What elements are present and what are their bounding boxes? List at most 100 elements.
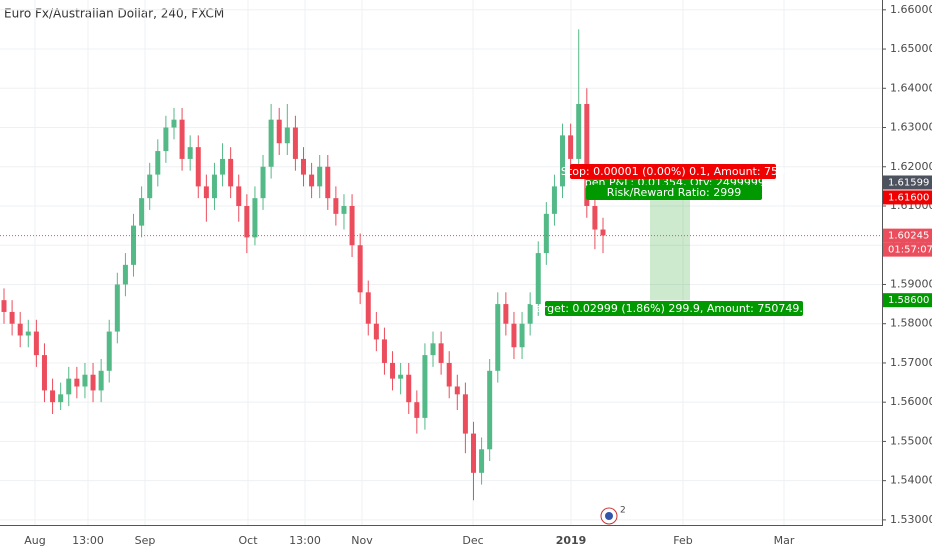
candle-body <box>106 331 112 371</box>
price-badge-bg <box>883 175 932 190</box>
candle-body <box>438 343 444 363</box>
candle-body <box>349 205 355 246</box>
candle-body <box>58 394 64 403</box>
x-tick-label: Feb <box>673 534 692 547</box>
candle-body <box>519 323 525 348</box>
candle-body <box>122 264 128 285</box>
candle-body <box>252 198 258 238</box>
candle-body <box>163 127 169 152</box>
price-badge-bg <box>883 293 932 308</box>
x-tick-label: Nov <box>351 534 373 547</box>
candle-body <box>600 229 606 236</box>
countdown-badge: 01:57:07 <box>888 245 932 256</box>
candle-body <box>446 362 452 387</box>
candle-body <box>317 166 323 187</box>
candle-body <box>195 147 201 187</box>
y-tick-label: 1.62000 <box>890 160 932 173</box>
candle-body <box>511 323 517 348</box>
candle-body <box>341 205 347 214</box>
candle-body <box>365 292 371 324</box>
candle-body <box>98 370 104 391</box>
candle-body <box>543 213 549 254</box>
candle-body <box>535 253 541 305</box>
candle-body <box>479 449 485 473</box>
last-price-badge-bg <box>883 228 932 243</box>
x-tick-label: 2019 <box>556 534 587 547</box>
x-tick-label: 13:00 <box>289 534 321 547</box>
candle-body <box>325 166 331 199</box>
candle-body <box>147 174 153 199</box>
candle-body <box>292 127 298 159</box>
y-tick-label: 1.56000 <box>890 395 932 408</box>
y-tick-label: 1.57000 <box>890 356 932 369</box>
countdown-badge-bg <box>883 242 932 257</box>
candle-body <box>171 119 177 128</box>
candle-body <box>422 355 428 418</box>
x-tick-label: Oct <box>238 534 258 547</box>
candle-body <box>462 394 468 434</box>
candle-body <box>131 225 137 265</box>
stop-label-bg <box>570 164 776 179</box>
candle-body <box>74 378 80 387</box>
event-count: 2 <box>620 506 626 516</box>
y-tick-label: 1.66000 <box>890 3 932 16</box>
candle-body <box>211 174 217 199</box>
candle-body <box>66 378 72 395</box>
overlay: Open P&L: 0.01354, Qty: 24999999Risk/Rew… <box>0 164 932 316</box>
y-tick-label: 1.53000 <box>890 513 932 526</box>
target-zone <box>650 182 690 301</box>
target-label: Target: 0.02999 (1.86%) 299.9, Amount: 7… <box>530 302 817 315</box>
price-badge-bg <box>883 190 932 205</box>
candle-body <box>381 339 387 363</box>
candle-body <box>503 304 509 324</box>
stop-label: Stop: 0.00001 (0.00%) 0.1, Amount: 750 <box>561 165 785 178</box>
candle-body <box>373 323 379 340</box>
candle-body <box>244 205 250 238</box>
candle-body <box>284 127 290 144</box>
price-badge: 1.61600 <box>888 192 929 203</box>
candle-body <box>592 205 598 230</box>
candle-body <box>398 374 404 379</box>
last-price-badge: 1.60245 <box>888 231 929 242</box>
y-tick-label: 1.58000 <box>890 317 932 330</box>
y-tick-label: 1.63000 <box>890 121 932 134</box>
y-tick-label: 1.64000 <box>890 81 932 94</box>
candle-body <box>454 386 460 395</box>
event-icon-flag <box>605 512 613 520</box>
candle-body <box>430 343 436 356</box>
y-tick-label: 1.54000 <box>890 474 932 487</box>
price-badge: 1.58600 <box>888 295 929 306</box>
candle-body <box>268 119 274 167</box>
candle-body <box>220 158 226 175</box>
candle-body <box>41 355 47 391</box>
candle-body <box>276 119 282 144</box>
candle-body <box>487 370 493 450</box>
x-tick-label: Aug <box>24 534 45 547</box>
candle-body <box>333 198 339 214</box>
candle-body <box>406 374 412 403</box>
candle-body <box>155 151 161 175</box>
ratio-label-bg <box>586 185 762 200</box>
y-tick-label: 1.55000 <box>890 434 932 447</box>
candle-body <box>9 311 15 324</box>
candle-body <box>414 402 420 418</box>
candle-body <box>17 323 23 336</box>
candle-body <box>309 174 315 187</box>
candle-body <box>527 304 533 324</box>
candle-body <box>568 135 574 159</box>
candle-body <box>179 119 185 159</box>
x-tick-label: Mar <box>774 534 795 547</box>
candle-body <box>584 103 590 206</box>
candle-body <box>50 390 56 403</box>
candle-body <box>203 186 209 199</box>
candle-body <box>1 300 7 312</box>
candle-body <box>357 245 363 293</box>
candle-body <box>228 158 234 187</box>
candle-body <box>82 374 88 387</box>
candle-body <box>236 186 242 206</box>
candle-body <box>301 158 306 175</box>
x-tick-label: Sep <box>135 534 156 547</box>
